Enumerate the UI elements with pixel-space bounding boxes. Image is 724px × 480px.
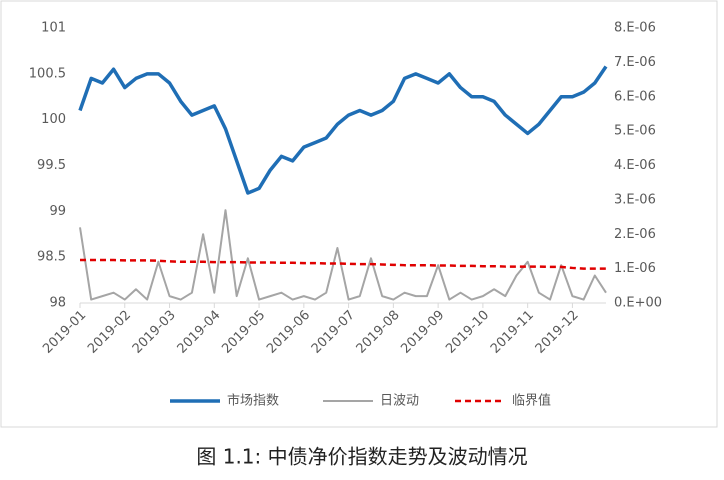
y-tick-label: 99 (49, 204, 66, 219)
series-line (79, 209, 607, 301)
series-line (80, 258, 606, 270)
legend-label: 日波动 (380, 394, 419, 409)
y-tick-label: 100.5 (29, 66, 66, 81)
chart-frame (0, 0, 718, 428)
series-line (78, 65, 608, 195)
y-tick-label: 101 (41, 21, 66, 36)
y2-tick-label: 7.E-06 (614, 55, 656, 70)
legend-label: 临界值 (512, 393, 551, 409)
y2-tick-label: 5.E-06 (614, 124, 656, 139)
y2-tick-label: 6.E-06 (614, 89, 656, 104)
caption: 图 1.1: 中债净价指数走势及波动情况 (196, 445, 527, 469)
y2-tick-label: 3.E-06 (614, 192, 656, 207)
y-tick-label: 99.5 (37, 158, 66, 173)
y2-tick-label: 2.E-06 (614, 227, 656, 242)
legend-label: 市场指数 (227, 393, 279, 409)
y2-tick-label: 1.E-06 (614, 261, 656, 276)
y-tick-label: 98 (49, 296, 66, 311)
y-tick-label: 98.5 (37, 250, 66, 265)
y2-tick-label: 0.E+00 (614, 296, 662, 311)
y2-tick-label: 8.E-06 (614, 21, 656, 36)
y-tick-label: 100 (41, 112, 66, 127)
y2-tick-label: 4.E-06 (614, 158, 656, 173)
